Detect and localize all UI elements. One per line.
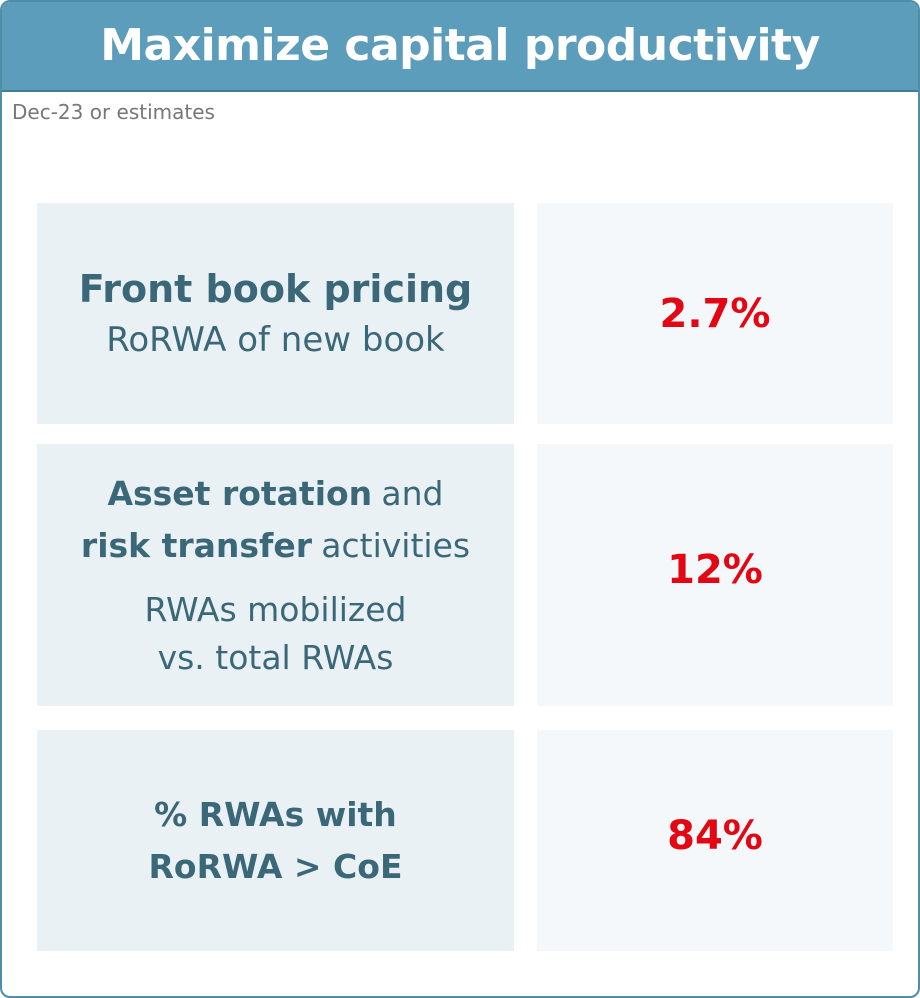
label-text: Asset rotation bbox=[107, 474, 373, 513]
label-text: risk transfer bbox=[80, 526, 313, 565]
label-text: RoRWA of new book bbox=[106, 319, 445, 360]
metric-row: Asset rotation and risk transfer activities… bbox=[37, 444, 893, 706]
heading: Asset rotation and risk transfer activities bbox=[81, 468, 470, 572]
metric-value-box: 84% bbox=[537, 730, 893, 951]
heading: Front book pricing bbox=[79, 263, 473, 315]
label-text: and bbox=[381, 474, 444, 513]
metric-value: 2.7% bbox=[659, 290, 771, 337]
metric-value: 84% bbox=[667, 812, 763, 859]
metric-row: % RWAs with RoRWA > CoE 84% bbox=[37, 730, 893, 951]
metric-value-box: 2.7% bbox=[537, 203, 893, 424]
label-line: % RWAs with bbox=[148, 789, 402, 841]
detail: RWAs mobilized vs. total RWAs bbox=[144, 586, 406, 682]
metric-label: Front book pricing RoRWA of new book bbox=[37, 203, 514, 424]
label-line: risk transfer activities bbox=[81, 520, 470, 572]
label-text: activities bbox=[321, 526, 471, 565]
metric-row: Front book pricing RoRWA of new book 2.7% bbox=[37, 203, 893, 424]
heading: % RWAs with RoRWA > CoE bbox=[148, 789, 402, 893]
detail: RoRWA of new book bbox=[106, 315, 445, 365]
label-text: RWAs mobilized bbox=[144, 590, 407, 629]
label-line: RoRWA of new book bbox=[106, 315, 445, 365]
label-line: RoRWA > CoE bbox=[148, 841, 402, 893]
label-line: Asset rotation and bbox=[81, 468, 470, 520]
subtitle: Dec-23 or estimates bbox=[12, 100, 215, 124]
label-text: vs. total RWAs bbox=[157, 638, 394, 677]
metric-value: 12% bbox=[667, 547, 763, 593]
label-line: vs. total RWAs bbox=[144, 634, 406, 682]
metric-label: Asset rotation and risk transfer activities… bbox=[37, 444, 514, 706]
metric-label: % RWAs with RoRWA > CoE bbox=[37, 730, 514, 951]
title: Maximize capital productivity bbox=[2, 2, 918, 92]
label-line: RWAs mobilized bbox=[144, 586, 406, 634]
metric-value-box: 12% bbox=[537, 444, 893, 706]
label-line: Front book pricing bbox=[79, 263, 473, 315]
label-text: RoRWA > CoE bbox=[148, 846, 403, 886]
label-text: Front book pricing bbox=[78, 266, 473, 311]
label-text: % RWAs with bbox=[154, 794, 397, 834]
